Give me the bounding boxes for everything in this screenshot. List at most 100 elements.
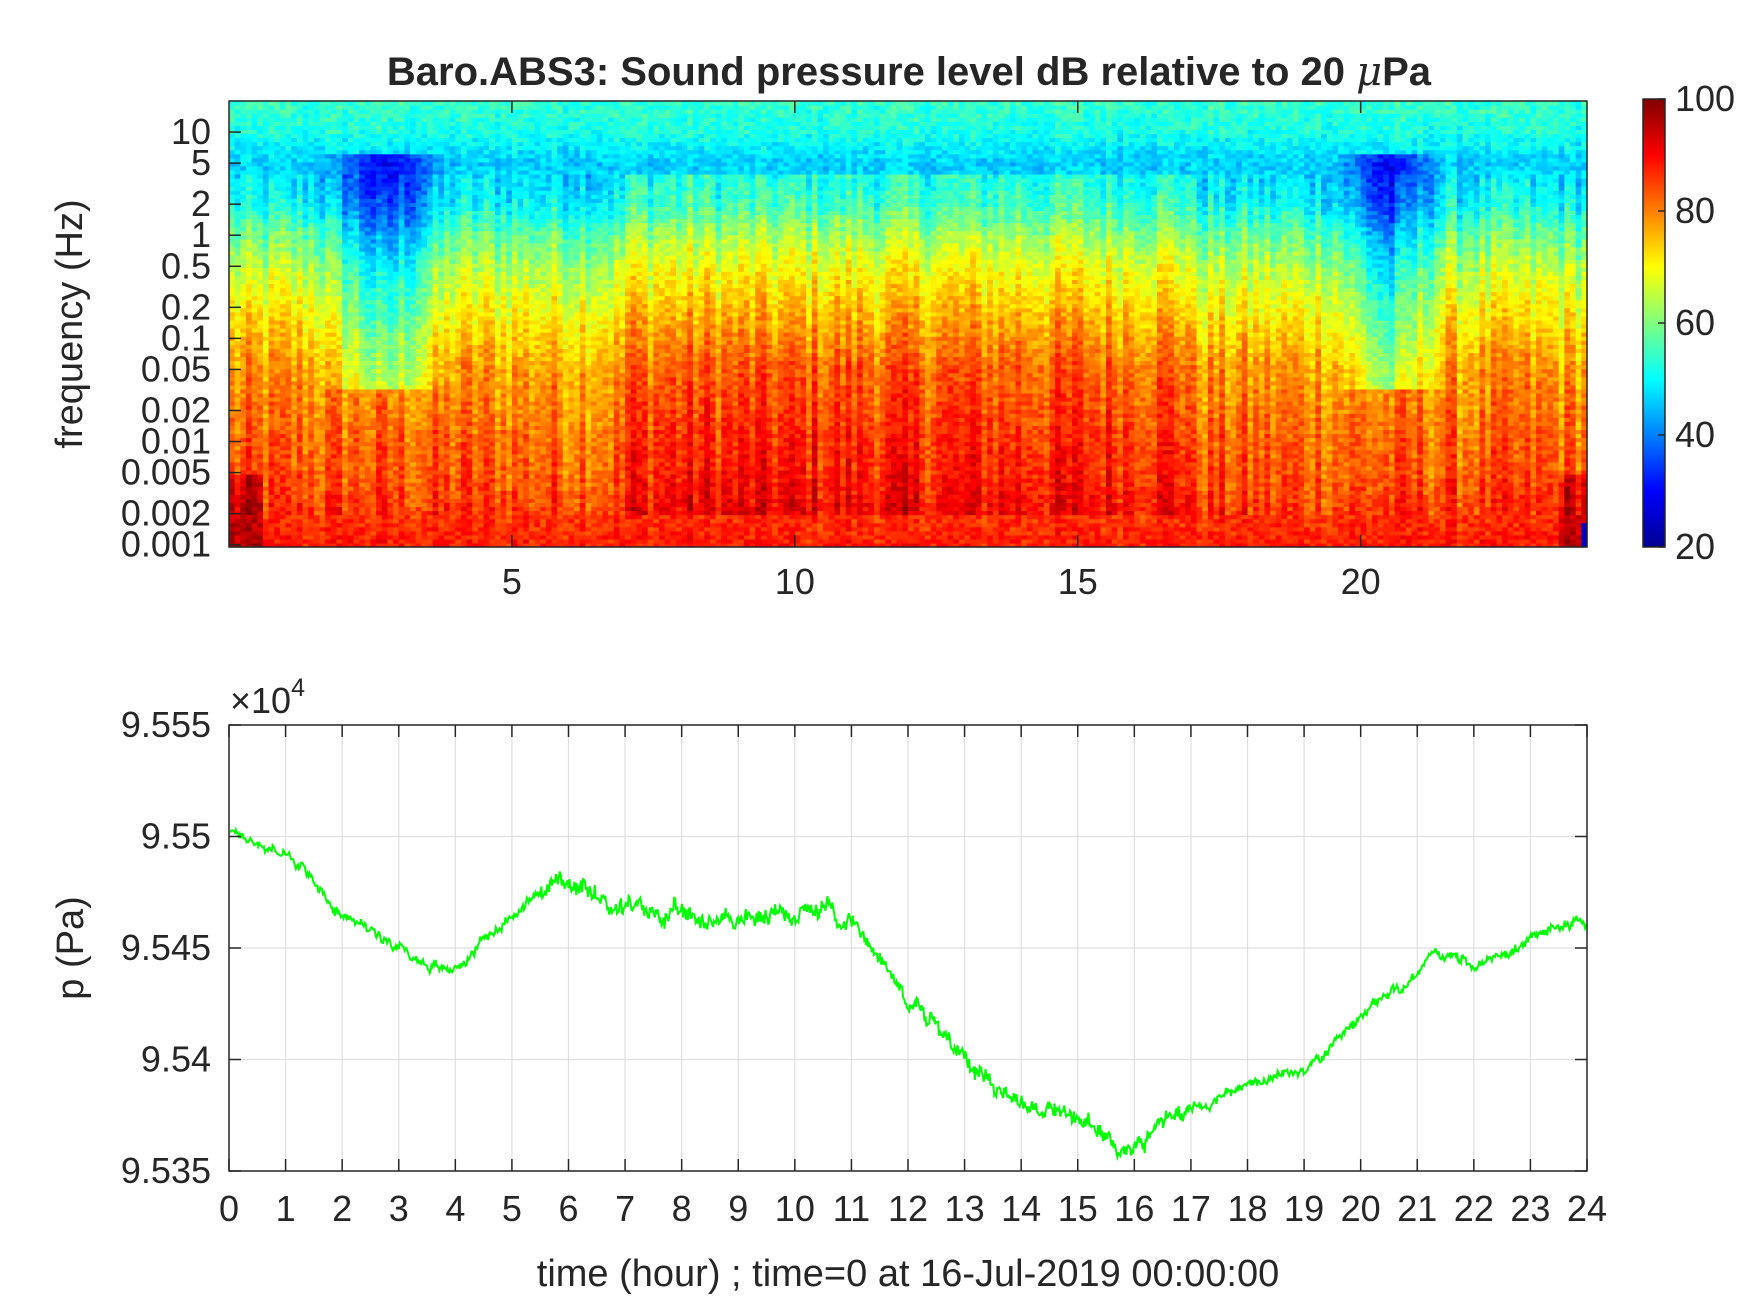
heatmap-cell [467, 535, 473, 540]
heatmap-cell [325, 133, 331, 138]
heatmap-cell [416, 470, 422, 475]
heatmap-cell [427, 365, 433, 370]
heatmap-cell [348, 142, 354, 147]
heatmap-cell [263, 109, 269, 114]
heatmap-cell [461, 251, 467, 256]
heatmap-cell [410, 429, 416, 434]
heatmap-cell [472, 397, 478, 402]
heatmap-cell [433, 283, 439, 288]
heatmap-cell [314, 178, 320, 183]
heatmap-cell [257, 150, 263, 155]
heatmap-cell [393, 105, 399, 110]
heatmap-cell [376, 182, 382, 187]
heatmap-cell [404, 316, 410, 321]
heatmap-cell [240, 296, 246, 301]
heatmap-cell [348, 239, 354, 244]
heatmap-cell [325, 478, 331, 483]
heatmap-cell [455, 113, 461, 118]
heatmap-cell [450, 158, 456, 163]
heatmap-cell [450, 523, 456, 528]
heatmap-cell [376, 494, 382, 499]
heatmap-cell [359, 109, 365, 114]
heatmap-cell [427, 474, 433, 479]
heatmap-cell [297, 385, 303, 390]
heatmap-cell [291, 494, 297, 499]
heatmap-cell [325, 170, 331, 175]
heatmap-cell [263, 515, 269, 520]
heatmap-cell [370, 486, 376, 491]
heatmap-cell [399, 117, 405, 122]
heatmap-cell [240, 458, 246, 463]
heatmap-cell [274, 194, 280, 199]
heatmap-cell [274, 466, 280, 471]
heatmap-cell [365, 365, 371, 370]
heatmap-cell [274, 490, 280, 495]
heatmap-cell [229, 381, 235, 386]
heatmap-cell [263, 442, 269, 447]
heatmap-cell [229, 450, 235, 455]
heatmap-cell [461, 393, 467, 398]
heatmap-cell [308, 478, 314, 483]
heatmap-cell [461, 271, 467, 276]
heatmap-cell [376, 158, 382, 163]
heatmap-cell [399, 113, 405, 118]
heatmap-cell [410, 275, 416, 280]
heatmap-cell [455, 373, 461, 378]
heatmap-cell [252, 146, 258, 151]
heatmap-cell [438, 267, 444, 272]
heatmap-cell [370, 267, 376, 272]
heatmap-cell [229, 482, 235, 487]
heatmap-cell [472, 511, 478, 516]
heatmap-cell [246, 263, 252, 268]
heatmap-cell [467, 373, 473, 378]
heatmap-cell [269, 170, 275, 175]
heatmap-cell [229, 458, 235, 463]
heatmap-cell [252, 117, 258, 122]
heatmap-cell [331, 304, 337, 309]
heatmap-cell [342, 174, 348, 179]
heatmap-cell [478, 271, 484, 276]
heatmap-cell [314, 267, 320, 272]
heatmap-cell [421, 146, 427, 151]
heatmap-cell [365, 320, 371, 325]
heatmap-cell [331, 515, 337, 520]
heatmap-cell [421, 300, 427, 305]
heatmap-cell [399, 243, 405, 248]
heatmap-cell [308, 125, 314, 130]
heatmap-cell [314, 194, 320, 199]
heatmap-cell [286, 182, 292, 187]
heatmap-cell [421, 470, 427, 475]
heatmap-cell [348, 105, 354, 110]
heatmap-cell [427, 292, 433, 297]
heatmap-cell [257, 381, 263, 386]
heatmap-cell [382, 288, 388, 293]
heatmap-cell [455, 292, 461, 297]
heatmap-cell [472, 340, 478, 345]
heatmap-cell [427, 446, 433, 451]
heatmap-cell [337, 227, 343, 232]
heatmap-cell [240, 502, 246, 507]
heatmap-cell [229, 113, 235, 118]
heatmap-cell [320, 170, 326, 175]
heatmap-cell [308, 194, 314, 199]
heatmap-cell [263, 300, 269, 305]
heatmap-cell [274, 531, 280, 536]
heatmap-cell [387, 515, 393, 520]
heatmap-cell [455, 271, 461, 276]
heatmap-cell [308, 539, 314, 544]
heatmap-cell [404, 425, 410, 430]
heatmap-cell [404, 275, 410, 280]
heatmap-cell [399, 519, 405, 524]
heatmap-cell [450, 401, 456, 406]
heatmap-cell [269, 288, 275, 293]
heatmap-cell [252, 154, 258, 159]
heatmap-cell [246, 275, 252, 280]
heatmap-cell [387, 247, 393, 252]
heatmap-cell [325, 263, 331, 268]
heatmap-cell [303, 210, 309, 215]
heatmap-cell [410, 166, 416, 171]
heatmap-cell [472, 494, 478, 499]
heatmap-cell [359, 194, 365, 199]
heatmap-cell [240, 356, 246, 361]
heatmap-cell [353, 539, 359, 544]
